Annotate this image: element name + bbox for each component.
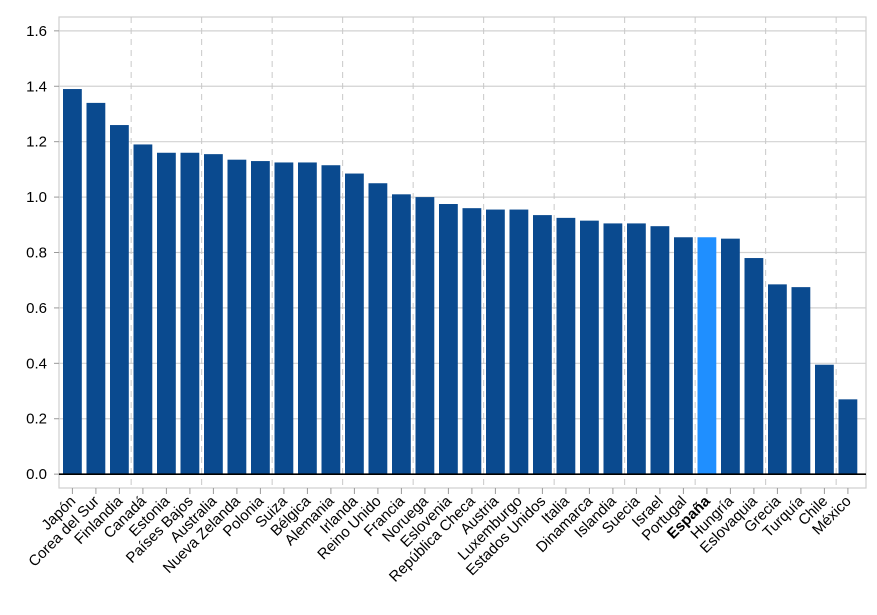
bar-méxico — [838, 399, 858, 475]
y-axis-ticks: 0.0 0.2 0.4 0.6 0.8 1.0 1.2 1.4 1.6 — [26, 23, 59, 483]
bar-japón — [63, 89, 82, 475]
bar-irlanda — [345, 173, 364, 475]
bar-república-checa — [462, 208, 482, 475]
bar-españa — [697, 237, 717, 475]
y-tick-label: 0.6 — [26, 300, 47, 317]
bar-dinamarca — [580, 220, 599, 475]
bar-grecia — [768, 284, 787, 475]
bar-chile — [815, 364, 834, 475]
bar-eslovaquia — [744, 258, 764, 475]
y-tick-label: 1.6 — [26, 23, 47, 40]
bar-islandia — [603, 223, 623, 475]
y-tick-label: 1.0 — [26, 189, 47, 206]
y-tick-label: 0.2 — [26, 411, 47, 428]
bar-polonia — [251, 161, 270, 475]
bar-estados-unidos — [533, 215, 552, 475]
bar-países-bajos — [180, 152, 200, 475]
bar-turquía — [791, 287, 811, 475]
bar-suecia — [627, 223, 646, 475]
bar-nueva-zelanda — [227, 159, 247, 475]
bar-francia — [392, 194, 411, 475]
bar-israel — [650, 226, 670, 475]
bars — [63, 89, 858, 475]
bar-bélgica — [298, 162, 317, 475]
bar-portugal — [674, 237, 693, 475]
y-tick-label: 0.0 — [26, 466, 47, 483]
bar-hungría — [721, 238, 740, 475]
y-tick-label: 1.4 — [26, 78, 47, 95]
bar-italia — [556, 217, 576, 475]
bar-estonia — [157, 152, 176, 475]
y-tick-label: 1.2 — [26, 134, 47, 151]
bar-noruega — [415, 197, 435, 475]
bar-luxemburgo — [509, 209, 529, 475]
bar-finlandia — [110, 125, 129, 475]
bar-suiza — [274, 162, 294, 475]
bar-alemania — [321, 165, 341, 475]
y-tick-label: 0.8 — [26, 245, 47, 262]
bar-eslovenia — [439, 204, 458, 475]
y-tick-label: 0.4 — [26, 355, 47, 372]
bar-reino-unido — [368, 183, 388, 475]
bar-corea-del-sur — [86, 102, 106, 475]
bar-canadá — [133, 144, 153, 475]
bar-austria — [486, 209, 505, 475]
bar-australia — [204, 154, 223, 475]
